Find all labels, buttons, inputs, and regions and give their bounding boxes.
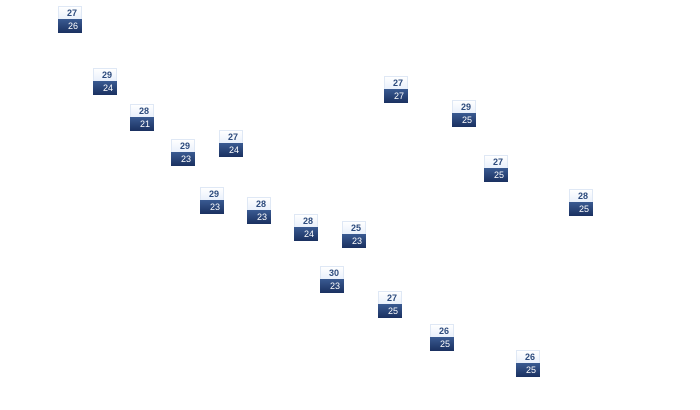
low-temperature: 24 [219, 143, 243, 157]
high-temperature: 29 [171, 139, 195, 152]
high-temperature: 27 [378, 291, 402, 304]
temperature-marker[interactable]: 27 26 [58, 6, 82, 33]
high-temperature: 28 [247, 197, 271, 210]
low-temperature: 24 [294, 227, 318, 241]
high-temperature: 27 [219, 130, 243, 143]
low-temperature: 25 [430, 337, 454, 351]
high-temperature: 30 [320, 266, 344, 279]
temperature-marker[interactable]: 27 25 [484, 155, 508, 182]
temperature-marker[interactable]: 28 23 [247, 197, 271, 224]
temperature-marker[interactable]: 30 23 [320, 266, 344, 293]
low-temperature: 23 [200, 200, 224, 214]
high-temperature: 27 [58, 6, 82, 19]
temperature-marker[interactable]: 29 23 [171, 139, 195, 166]
high-temperature: 28 [569, 189, 593, 202]
high-temperature: 26 [430, 324, 454, 337]
low-temperature: 25 [378, 304, 402, 318]
temperature-marker[interactable]: 29 23 [200, 187, 224, 214]
low-temperature: 23 [171, 152, 195, 166]
low-temperature: 23 [342, 234, 366, 248]
high-temperature: 29 [200, 187, 224, 200]
high-temperature: 29 [93, 68, 117, 81]
low-temperature: 25 [452, 113, 476, 127]
low-temperature: 27 [384, 89, 408, 103]
high-temperature: 26 [516, 350, 540, 363]
temperature-marker[interactable]: 27 25 [378, 291, 402, 318]
high-temperature: 28 [130, 104, 154, 117]
temperature-marker[interactable]: 25 23 [342, 221, 366, 248]
temperature-marker[interactable]: 29 24 [93, 68, 117, 95]
temperature-marker[interactable]: 26 25 [516, 350, 540, 377]
low-temperature: 25 [484, 168, 508, 182]
high-temperature: 27 [484, 155, 508, 168]
low-temperature: 25 [516, 363, 540, 377]
low-temperature: 23 [247, 210, 271, 224]
temperature-marker[interactable]: 28 25 [569, 189, 593, 216]
low-temperature: 23 [320, 279, 344, 293]
low-temperature: 24 [93, 81, 117, 95]
low-temperature: 21 [130, 117, 154, 131]
high-temperature: 25 [342, 221, 366, 234]
high-temperature: 29 [452, 100, 476, 113]
temperature-marker[interactable]: 29 25 [452, 100, 476, 127]
temperature-marker[interactable]: 28 21 [130, 104, 154, 131]
temperature-marker[interactable]: 27 27 [384, 76, 408, 103]
low-temperature: 26 [58, 19, 82, 33]
high-temperature: 27 [384, 76, 408, 89]
temperature-marker[interactable]: 28 24 [294, 214, 318, 241]
high-temperature: 28 [294, 214, 318, 227]
temperature-marker[interactable]: 27 24 [219, 130, 243, 157]
temperature-marker[interactable]: 26 25 [430, 324, 454, 351]
low-temperature: 25 [569, 202, 593, 216]
